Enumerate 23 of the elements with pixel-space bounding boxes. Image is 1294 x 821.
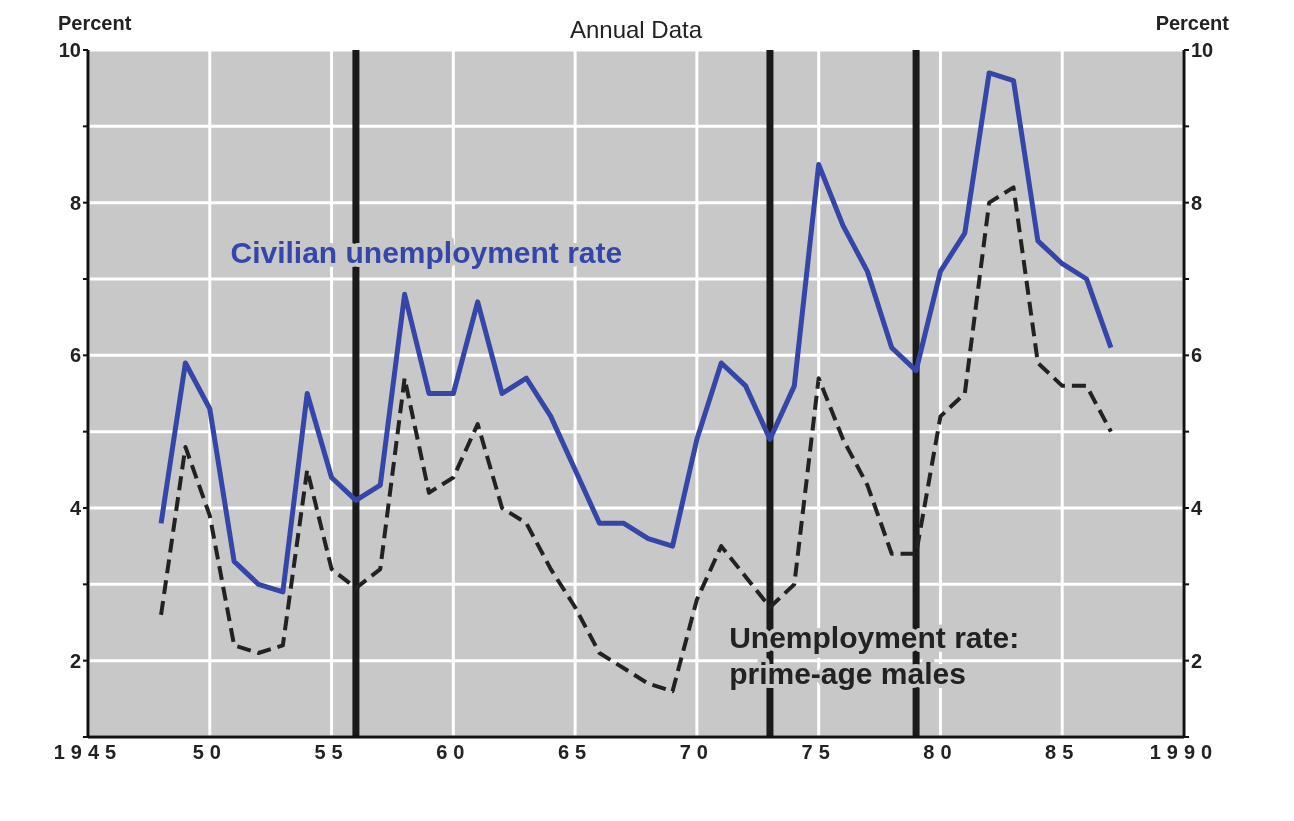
y2-axis-title: Percent [1155, 12, 1230, 34]
x-tick-label: 75 [801, 741, 836, 764]
y-tick-label: 8 [69, 191, 81, 214]
y-tick-label: 6 [69, 344, 81, 367]
y-tick-label: 10 [58, 39, 81, 62]
y2-tick-label: 10 [1191, 39, 1214, 62]
x-tick-label: 80 [923, 741, 958, 764]
y-tick-label: 2 [69, 649, 81, 672]
x-tick-label: 55 [314, 741, 349, 764]
x-tick-label: 85 [1045, 741, 1080, 764]
x-tick-label: 70 [679, 741, 715, 764]
x-tick-label: 65 [557, 741, 593, 764]
chart-title: Annual Data [569, 16, 703, 43]
y2-tick-label: 2 [1191, 649, 1203, 672]
y2-tick-label: 4 [1191, 497, 1203, 520]
y2-tick-label: 6 [1191, 344, 1203, 367]
x-tick-label: 1990 [1149, 741, 1219, 764]
x-tick-label: 1945 [53, 741, 123, 764]
y2-tick-label: 8 [1191, 191, 1203, 214]
x-tick-label: 60 [436, 741, 471, 764]
y-tick-label: 4 [69, 497, 82, 520]
x-tick-label: 50 [192, 741, 227, 764]
y-axis-title: Percent [58, 12, 132, 34]
